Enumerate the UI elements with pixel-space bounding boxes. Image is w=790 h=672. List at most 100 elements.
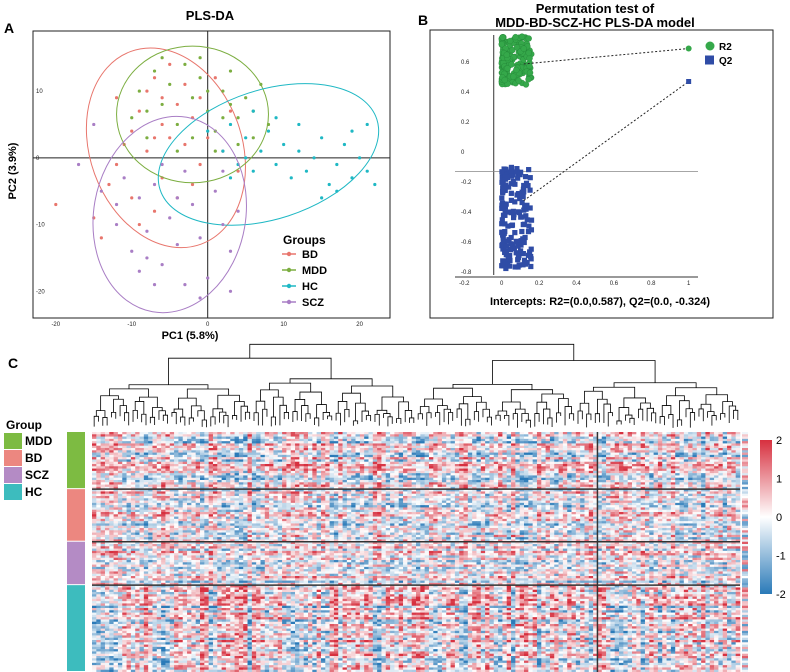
heatmap-cell (368, 454, 374, 458)
heatmap-cell (135, 454, 140, 458)
heatmap-cell (225, 459, 231, 463)
heatmap-cell (718, 486, 724, 490)
heatmap-cell (536, 493, 542, 497)
heatmap-cell (264, 491, 270, 495)
heatmap-cell (364, 489, 369, 492)
heatmap-cell (463, 443, 469, 447)
heatmap-cell (493, 491, 499, 495)
heatmap-cell (640, 450, 646, 453)
heatmap-cell (126, 473, 132, 476)
heatmap-cell (182, 445, 188, 449)
heatmap-cell (234, 477, 240, 481)
heatmap-cell (312, 448, 317, 451)
heatmap-cell (230, 459, 235, 463)
heatmap-cell (398, 441, 404, 444)
heatmap-cell (208, 448, 214, 451)
heatmap-cell (359, 448, 365, 451)
heatmap-cell (295, 486, 300, 490)
plsda-point-scz (137, 269, 141, 273)
heatmap-cell (519, 464, 525, 467)
heatmap-cell (731, 480, 736, 483)
heatmap-cell (580, 452, 585, 456)
heatmap-cell (243, 473, 248, 476)
heatmap-cell (273, 438, 279, 442)
heatmap-cell (407, 496, 412, 499)
permutation-point-q2 (526, 223, 532, 229)
permutation-point-q2 (521, 221, 527, 227)
heatmap-cell (446, 475, 451, 479)
heatmap-cell (420, 438, 425, 442)
heatmap-cell (273, 470, 279, 474)
heatmap-cell (139, 491, 145, 495)
heatmap-cell (295, 491, 300, 495)
heatmap-cell (575, 457, 581, 460)
heatmap-cell (433, 480, 438, 483)
heatmap-cell (117, 432, 123, 435)
heatmap-cell (701, 452, 706, 456)
heatmap-cell (117, 450, 123, 453)
heatmap-cell (718, 482, 724, 485)
heatmap-cell (152, 491, 158, 495)
heatmap-cell (126, 470, 132, 474)
heatmap-cell (200, 496, 205, 499)
heatmap-cell (342, 445, 348, 449)
heatmap-cell (273, 489, 279, 492)
heatmap-cell (549, 452, 555, 456)
heatmap-cell (511, 459, 516, 463)
heatmap-cell (195, 445, 201, 449)
heatmap-cell (221, 470, 227, 474)
heatmap-cell (299, 443, 304, 447)
heatmap-cell (260, 459, 266, 463)
heatmap-cell (225, 450, 231, 453)
heatmap-cell (459, 452, 464, 456)
heatmap-cell (308, 489, 313, 492)
heatmap-cell (212, 438, 218, 442)
heatmap-cell (688, 486, 693, 490)
heatmap-cell (117, 468, 123, 472)
heatmap-cell (390, 459, 395, 463)
heatmap-cell (200, 448, 205, 451)
permutation-point-q2 (517, 172, 523, 178)
heatmap-cell (472, 452, 477, 456)
dendrogram-branch (465, 418, 471, 427)
heatmap-cell (519, 466, 525, 469)
heatmap-cell (113, 489, 119, 492)
heatmap-cell (333, 445, 339, 449)
heatmap-cell (588, 489, 594, 492)
heatmap-cell (346, 480, 352, 483)
heatmap-cell (403, 448, 408, 451)
dendrogram-branch (536, 401, 548, 414)
heatmap-cell (428, 438, 434, 442)
heatmap-cell (407, 477, 412, 481)
heatmap-cell (109, 470, 114, 474)
heatmap-cell (515, 477, 520, 481)
heatmap-cell (225, 477, 231, 481)
heatmap-cell (234, 470, 240, 474)
heatmap-cell (122, 448, 127, 451)
heatmap-cell (536, 450, 542, 453)
plsda-title: PLS-DA (185, 8, 235, 23)
heatmap-cell (454, 432, 460, 435)
heatmap-cell (277, 473, 283, 476)
heatmap-cell (104, 457, 110, 460)
heatmap-cell (251, 432, 257, 435)
heatmap-cell (420, 482, 425, 485)
heatmap-cell (623, 464, 628, 467)
heatmap-cell (649, 441, 654, 444)
heatmap-cell (515, 436, 520, 440)
heatmap-cell (640, 441, 646, 444)
heatmap-cell (662, 452, 667, 456)
heatmap-cell (485, 477, 490, 481)
heatmap-cell (299, 475, 304, 479)
heatmap-cell (381, 466, 387, 469)
heatmap-cell (610, 473, 616, 476)
heatmap-cell (390, 443, 395, 447)
heatmap-cell (653, 461, 659, 465)
heatmap-cell (178, 459, 184, 463)
heatmap-cell (359, 473, 365, 476)
heatmap-cell (126, 482, 132, 485)
heatmap-cell (148, 443, 153, 447)
heatmap-cell (156, 434, 162, 437)
heatmap-cell (169, 434, 175, 437)
heatmap-cell (666, 461, 672, 465)
